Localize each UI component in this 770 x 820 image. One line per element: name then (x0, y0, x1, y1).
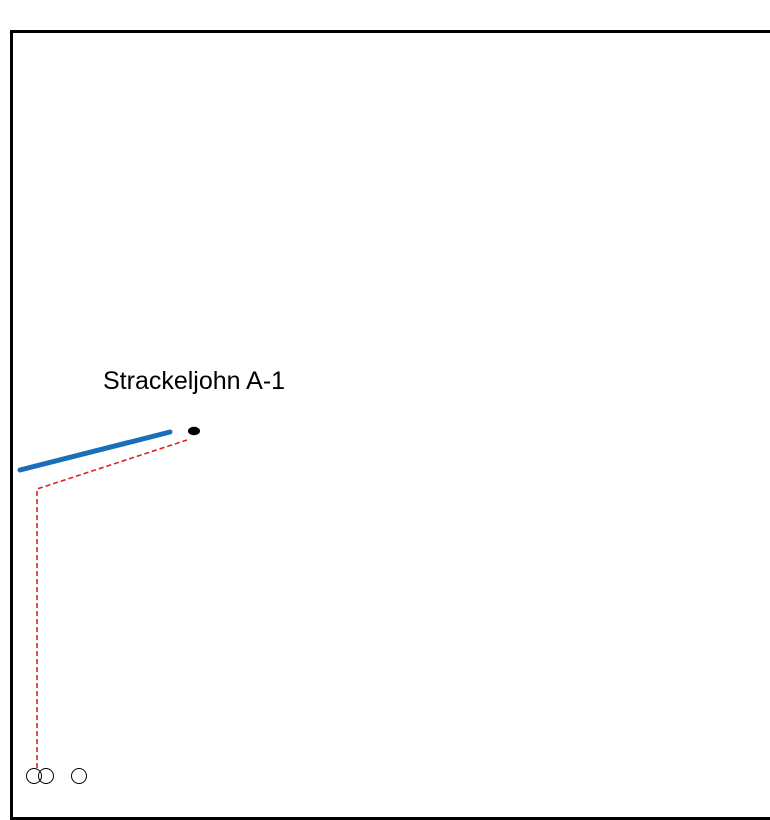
circle-symbol (26, 768, 42, 784)
circle-symbol (38, 768, 54, 784)
well-name-label: Strackeljohn A-1 (103, 367, 286, 395)
well-lateral-line (17, 429, 173, 473)
well-surface-point-icon (188, 426, 200, 436)
well-path-dashed-line (36, 439, 188, 768)
map-canvas (17, 426, 200, 784)
circle-symbol (71, 768, 87, 784)
map-frame (10, 30, 770, 820)
